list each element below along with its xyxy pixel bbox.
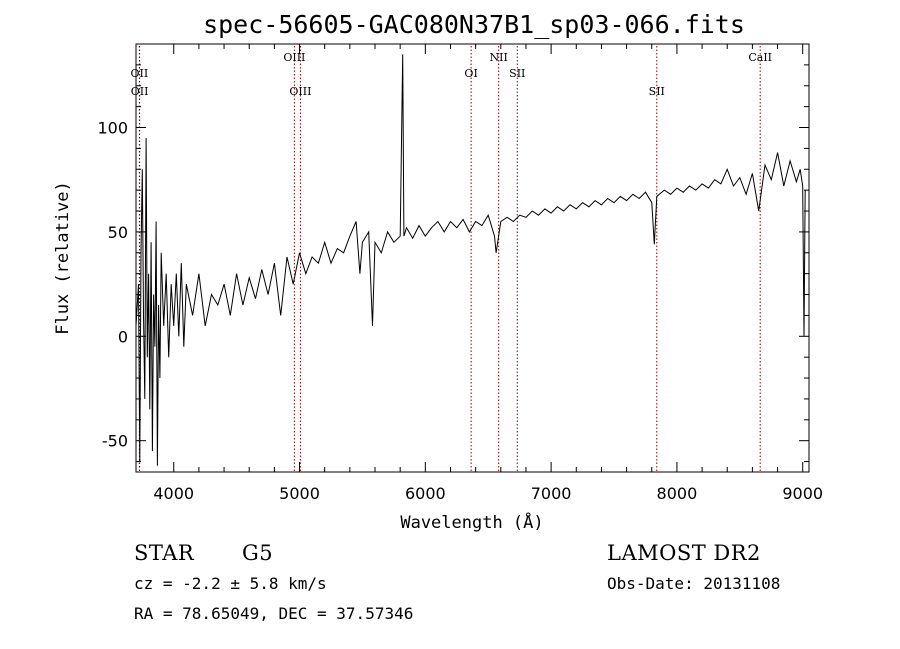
spectrum-line	[135, 54, 806, 466]
coordinates: RA = 78.65049, DEC = 37.57346	[134, 604, 414, 623]
y-tick-label: 0	[118, 327, 128, 346]
axis-ticks: 4000 5000 6000 7000 8000 9000 -50 0 50 100	[97, 44, 823, 503]
emission-line-label: NII	[490, 51, 508, 64]
emission-line-label: SII	[649, 85, 665, 98]
x-tick-label: 9000	[782, 484, 823, 503]
object-subclass: G5	[242, 541, 274, 565]
emission-line-label: SII	[509, 67, 525, 80]
plot-frame	[135, 43, 810, 473]
spectrum-series	[135, 54, 806, 466]
emission-line-label: OII	[131, 67, 149, 80]
x-tick-label: 4000	[153, 484, 194, 503]
chart-title: spec-56605-GAC080N37B1_sp03-066.fits	[203, 10, 745, 39]
y-axis-label: Flux (relative)	[53, 181, 73, 335]
velocity-info: cz = -2.2 ± 5.8 km/s	[134, 574, 327, 593]
emission-line-label: OII	[131, 85, 149, 98]
y-tick-label: 100	[97, 119, 128, 138]
x-axis-label: Wavelength (Å)	[400, 511, 543, 533]
survey-name: LAMOST DR2	[607, 541, 761, 565]
emission-line-label: OI	[464, 67, 477, 80]
emission-line-label: OIII	[289, 85, 311, 98]
emission-line-label: OIII	[283, 51, 305, 64]
obs-date: Obs-Date: 20131108	[607, 574, 781, 593]
x-tick-label: 5000	[279, 484, 320, 503]
y-tick-label: 50	[108, 223, 128, 242]
object-class: STAR	[134, 541, 195, 565]
emission-line-label: CaII	[748, 51, 772, 64]
y-tick-label: -50	[102, 432, 128, 451]
x-tick-label: 8000	[657, 484, 698, 503]
x-tick-label: 6000	[405, 484, 446, 503]
x-tick-label: 7000	[531, 484, 572, 503]
